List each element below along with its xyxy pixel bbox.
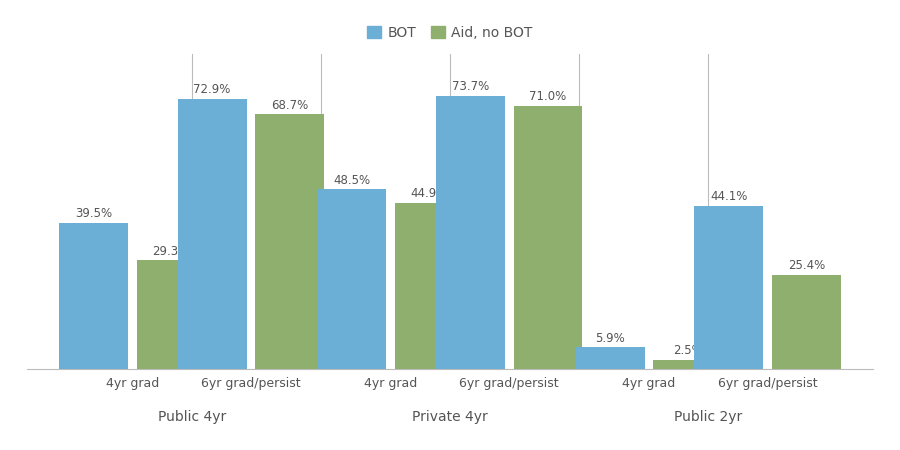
Bar [256,114,324,369]
Bar [59,223,128,369]
Text: 29.3%: 29.3% [153,245,190,258]
Bar [436,96,505,369]
Text: 2.5%: 2.5% [673,344,703,357]
Bar [177,99,247,369]
Text: 39.5%: 39.5% [76,207,112,220]
Text: 44.9%: 44.9% [411,187,448,200]
Bar [318,189,386,369]
Text: 71.0%: 71.0% [529,90,567,104]
Text: 48.5%: 48.5% [334,174,371,187]
Text: Public 2yr: Public 2yr [674,410,742,424]
Bar [772,275,841,369]
Bar [694,206,763,369]
Text: 5.9%: 5.9% [596,332,626,345]
Text: 68.7%: 68.7% [271,99,309,112]
Bar [653,360,723,369]
Bar [395,202,464,369]
Legend: BOT, Aid, no BOT: BOT, Aid, no BOT [362,20,538,45]
Bar [576,347,644,369]
Text: 72.9%: 72.9% [194,83,230,96]
Text: 44.1%: 44.1% [710,190,748,203]
Bar [137,261,206,369]
Text: Private 4yr: Private 4yr [412,410,488,424]
Text: 73.7%: 73.7% [452,80,489,93]
Text: Public 4yr: Public 4yr [158,410,226,424]
Text: 25.4%: 25.4% [788,259,825,272]
Bar [514,106,582,369]
